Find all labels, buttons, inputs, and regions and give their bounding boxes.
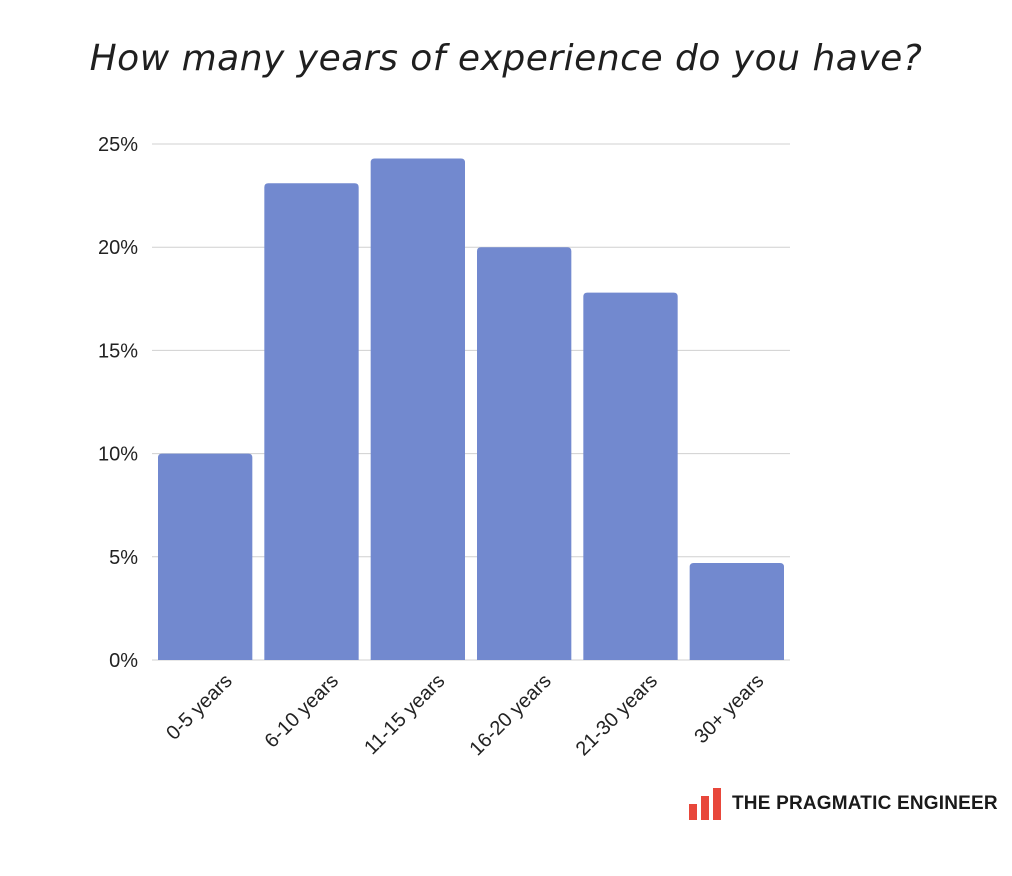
chart-title: How many years of experience do you have… (89, 38, 923, 79)
x-tick-label: 11-15 years (360, 670, 449, 759)
y-tick-label: 20% (98, 237, 138, 259)
bar-chart-logo-icon (689, 788, 721, 820)
bars (158, 158, 784, 660)
bar (583, 292, 678, 660)
x-tick-label: 6-10 years (261, 670, 343, 752)
bar (689, 562, 784, 660)
y-tick-labels: 0% 5% 10% 15% 20% 25% (98, 134, 138, 672)
x-tick-label: 30+ years (690, 670, 768, 748)
y-tick-label: 10% (98, 444, 138, 466)
y-tick-label: 25% (98, 134, 138, 156)
bar (477, 247, 572, 660)
brand: THE PRAGMATIC ENGINEER (688, 788, 998, 820)
y-tick-label: 15% (98, 340, 138, 362)
x-tick-label: 0-5 years (162, 670, 237, 745)
grid-lines (152, 143, 790, 661)
bar (370, 158, 465, 660)
x-tick-labels: 0-5 years 6-10 years 11-15 years 16-20 year… (162, 670, 768, 760)
y-tick-label: 5% (109, 547, 138, 569)
brand-name: THE PRAGMATIC ENGINEER (732, 793, 998, 814)
bar (264, 183, 359, 660)
x-tick-label: 16-20 years (465, 670, 555, 760)
bar (158, 453, 253, 660)
y-tick-label: 0% (109, 650, 138, 672)
x-tick-label: 21-30 years (572, 670, 662, 760)
